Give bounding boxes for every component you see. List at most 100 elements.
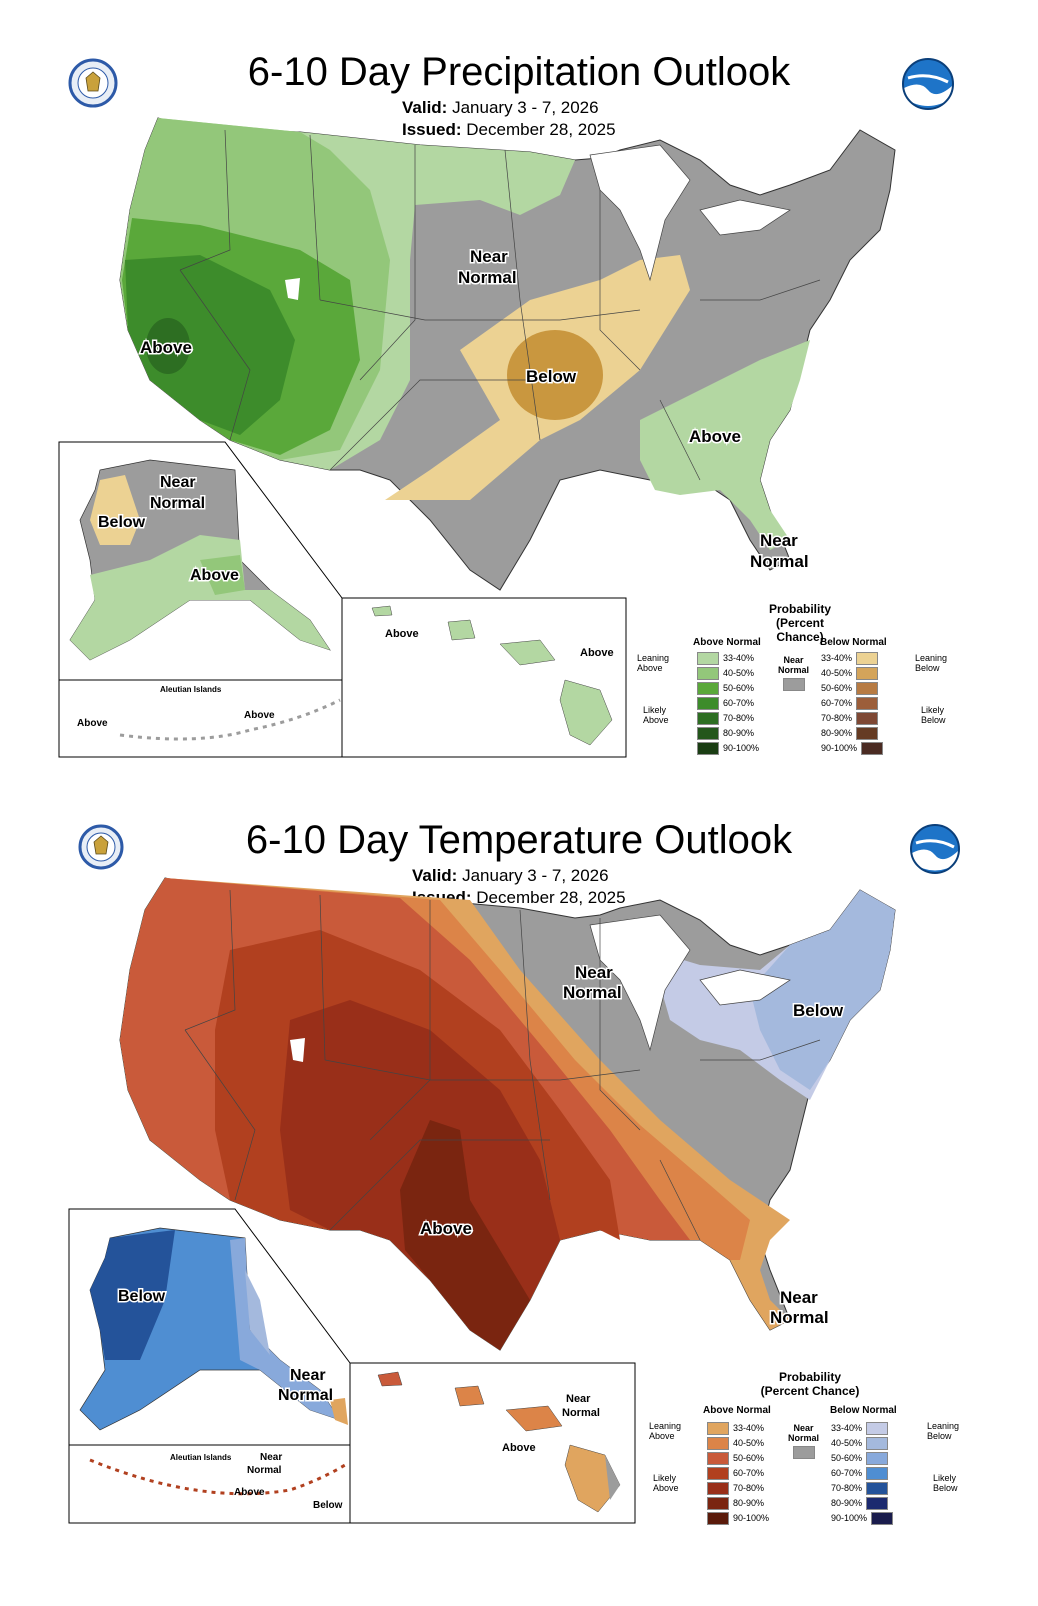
temp-below-swatch: [866, 1421, 889, 1435]
precip-below-swatch: [856, 696, 879, 710]
temp-leaning-below-1: Leaning: [927, 1421, 960, 1431]
precip-below-swatch: [856, 681, 879, 695]
temp-hi-above: Above: [502, 1442, 536, 1454]
precip-above-range-label: 33-40%: [723, 653, 755, 663]
precip-near-swatch: [782, 678, 805, 691]
temp-above-legend-row: 80-90%: [707, 1496, 765, 1510]
temp-below-range-label: 33-40%: [831, 1423, 863, 1433]
precip-above-legend-row: 90-100%: [697, 741, 759, 755]
temp-legend-below-header: Below Normal: [830, 1405, 897, 1416]
precip-se-above: [640, 340, 810, 550]
precip-label-fl-normal: Normal: [750, 552, 809, 571]
noaa-logo-icon: [902, 58, 954, 110]
temp-above-range-label: 50-60%: [733, 1453, 765, 1463]
precip-issued-line: Issued: December 28, 2025: [402, 119, 616, 140]
temp-below-legend-row: 40-50%: [831, 1436, 889, 1450]
precip-label-se-above: Above: [689, 427, 741, 446]
precip-above-70: [146, 318, 190, 374]
precip-label-central-below: Below: [526, 367, 577, 386]
temp-above-swatch: [707, 1451, 729, 1465]
temp-below-legend-row: 50-60%: [831, 1451, 889, 1465]
precip-above-swatch: [697, 681, 719, 695]
temp-above-80: [400, 1120, 530, 1350]
precip-below-legend-row: 60-70%: [821, 696, 879, 710]
precip-above-legend-row: 70-80%: [697, 711, 754, 725]
temp-title: 6-10 Day Temperature Outlook: [245, 818, 793, 862]
temp-legend: Probability (Percent Chance) Above Norma…: [645, 1370, 975, 1530]
temp-above-swatch: [707, 1436, 729, 1450]
precip-legend-above-header: Above Normal: [693, 637, 761, 648]
precip-hi-above-2: Above: [580, 647, 614, 659]
precip-below-swatch: [856, 726, 879, 740]
temp-below-range-label: 70-80%: [831, 1483, 863, 1493]
temp-below-swatch: [866, 1436, 889, 1450]
temp-alaska-below-60: [90, 1230, 175, 1360]
temp-above-swatch: [707, 1496, 729, 1510]
temp-below-40: [750, 890, 895, 1090]
temp-near-2: Normal: [788, 1433, 820, 1443]
temp-likely-above-1: Likely: [653, 1473, 677, 1483]
precip-above-range-label: 60-70%: [723, 698, 755, 708]
doc-seal-icon: [68, 58, 118, 108]
temp-aleutian-normal: Normal: [247, 1465, 282, 1476]
temp-below-range-label: 40-50%: [831, 1438, 863, 1448]
precip-likely-above-2: Above: [643, 715, 669, 725]
precip-above-legend-row: 50-60%: [697, 681, 755, 695]
precip-likely-above-1: Likely: [643, 705, 667, 715]
temp-above-swatch: [707, 1421, 729, 1435]
precip-above-range-label: 50-60%: [723, 683, 755, 693]
temp-below-legend-row: 70-80%: [831, 1481, 889, 1495]
precip-below-legend-row: 50-60%: [821, 681, 879, 695]
temp-label-south-above: Above: [420, 1219, 472, 1238]
temp-leaning-above-1: Leaning: [649, 1421, 682, 1431]
temp-legend-title-2: (Percent Chance): [760, 1384, 860, 1398]
temp-aleutian-near: Near: [260, 1452, 282, 1463]
precip-alaska-above: [70, 535, 330, 660]
temp-above-swatch: [707, 1466, 729, 1480]
temp-map: Above Near Normal Below Near Normal Belo…: [68, 877, 896, 1524]
temp-above-legend-row: 50-60%: [707, 1451, 765, 1465]
temp-label-ne-below: Below: [793, 1001, 844, 1020]
doc-seal-icon: [78, 824, 124, 870]
precip-ak-below: Below: [98, 514, 146, 531]
temp-ak-normal: Normal: [278, 1387, 333, 1404]
temp-above-range-label: 80-90%: [733, 1498, 765, 1508]
temp-above-range-label: 90-100%: [733, 1513, 770, 1523]
precip-above-swatch: [697, 696, 719, 710]
temp-below-legend-row: 90-100%: [831, 1511, 894, 1525]
temp-leaning-above-2: Above: [649, 1431, 675, 1441]
temp-below-legend-row: 33-40%: [831, 1421, 889, 1435]
precip-below-range-label: 70-80%: [821, 713, 853, 723]
temp-label-fl-normal: Normal: [770, 1308, 829, 1327]
temp-label-gl-near: Near: [575, 963, 613, 982]
precip-above-swatch: [697, 711, 719, 725]
temp-legend-above-header: Above Normal: [703, 1405, 771, 1416]
temp-great-lakes: [589, 914, 691, 1052]
temp-label-fl-near: Near: [780, 1288, 818, 1307]
precip-ak-near: Near: [160, 474, 196, 491]
temp-ak-near: Near: [290, 1367, 326, 1384]
precip-below-range-label: 60-70%: [821, 698, 853, 708]
temp-above-range-label: 60-70%: [733, 1468, 765, 1478]
precip-legend: Probability (Percent Chance) Above Norma…: [635, 600, 965, 760]
temp-below-range-label: 80-90%: [831, 1498, 863, 1508]
precip-aleutian-above-1: Above: [77, 718, 108, 729]
temp-below-legend-row: 80-90%: [831, 1496, 889, 1510]
temp-below-range-label: 50-60%: [831, 1453, 863, 1463]
precip-ak-normal: Normal: [150, 495, 205, 512]
precip-legend-title-1: Probability: [768, 602, 831, 616]
temp-aleutian-above: Above: [234, 1487, 265, 1498]
temp-near-1: Near: [793, 1423, 814, 1433]
precip-near-1: Near: [783, 655, 804, 665]
precip-alaska-below: [90, 475, 140, 545]
precip-aleutian-frame: [58, 679, 343, 758]
temp-below-swatch: [866, 1451, 889, 1465]
temp-below-range-label: 60-70%: [831, 1468, 863, 1478]
precip-below-range-label: 90-100%: [821, 743, 858, 753]
temp-near-swatch: [792, 1446, 815, 1459]
precip-hi-above-1: Above: [385, 628, 419, 640]
temp-likely-above-2: Above: [653, 1483, 679, 1493]
precip-below-range-label: 80-90%: [821, 728, 853, 738]
temp-above-swatch: [707, 1511, 729, 1525]
precip-above-legend-row: 80-90%: [697, 726, 754, 740]
